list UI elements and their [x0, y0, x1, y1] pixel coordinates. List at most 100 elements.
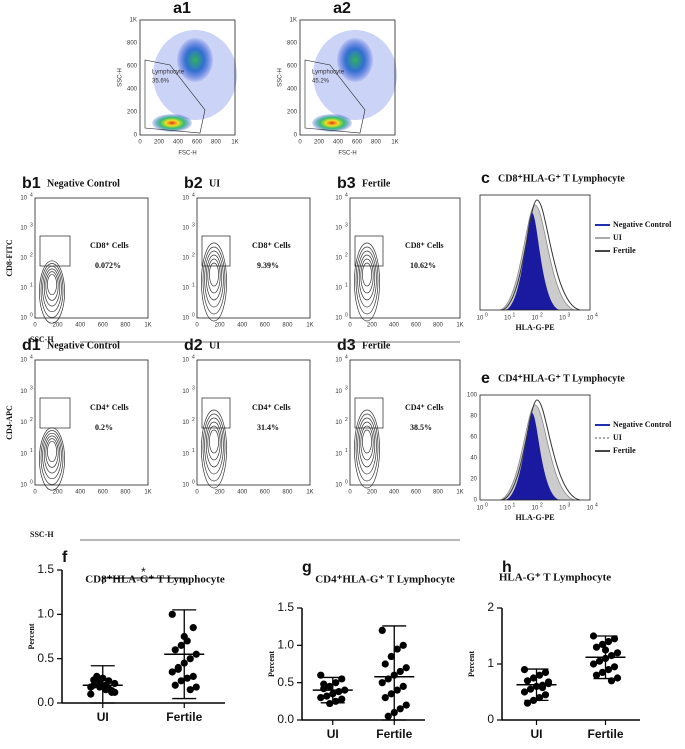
dot	[604, 638, 613, 646]
label: 800	[433, 323, 444, 329]
histogram-negative	[505, 413, 560, 500]
label: b3	[337, 175, 356, 192]
label: 35.6%	[152, 79, 170, 85]
label: 10	[20, 483, 27, 489]
dot	[323, 692, 331, 700]
dot	[105, 685, 113, 693]
gate	[201, 397, 231, 429]
label: 10	[335, 420, 342, 426]
label: 10	[587, 506, 594, 512]
label: Negative Control	[47, 178, 120, 189]
label: 400	[333, 140, 344, 146]
label: d3	[337, 337, 356, 354]
contour	[360, 258, 374, 294]
label: 0.072%	[95, 261, 121, 270]
label: 45.2%	[312, 79, 330, 85]
label: 4	[30, 354, 33, 360]
label: 200	[127, 110, 138, 116]
label: 10	[20, 316, 27, 322]
contour	[40, 263, 64, 318]
dot	[393, 686, 401, 694]
contour	[355, 413, 379, 482]
label: 10	[20, 420, 27, 426]
dot	[338, 675, 346, 683]
label: 400	[75, 323, 86, 329]
label: Fertile	[613, 446, 636, 455]
label: 0.0	[277, 712, 294, 726]
dot	[523, 699, 532, 707]
dot	[183, 674, 191, 682]
label: h	[502, 559, 512, 576]
label: 0	[485, 312, 488, 318]
label: 1	[192, 282, 195, 288]
contour	[201, 242, 227, 322]
label: f	[62, 549, 68, 566]
dot	[326, 682, 334, 691]
label: CD4⁺HLA-G⁺ T Lymphocyte	[498, 373, 625, 384]
contour	[204, 250, 224, 308]
label: 0	[294, 133, 298, 139]
contour	[207, 425, 221, 461]
label: 1K	[290, 18, 297, 24]
label: Percent	[27, 623, 36, 649]
label: CD8⁺ Cells	[405, 241, 444, 250]
label: 10	[335, 196, 342, 202]
label: a1	[173, 0, 191, 17]
label: 0.2%	[95, 423, 113, 432]
label: 1.5	[37, 562, 54, 576]
dot	[399, 682, 407, 691]
gate	[144, 59, 206, 134]
label: CD8⁺ Cells	[90, 241, 129, 250]
label: CD8⁺HLA-G⁺ T Lymphocyte	[85, 574, 225, 586]
label: 4	[30, 192, 33, 198]
label: 10	[335, 256, 342, 262]
gate	[354, 397, 384, 429]
label: 10	[20, 196, 27, 202]
label: 2	[345, 252, 348, 258]
dot	[378, 679, 386, 687]
histogram-fertile	[501, 399, 581, 501]
label: 0	[348, 323, 352, 329]
label: 10	[20, 358, 27, 364]
label: UI	[327, 727, 339, 741]
label: 10	[335, 389, 342, 395]
label: 4	[192, 354, 195, 360]
label: 10	[20, 451, 27, 457]
label: 0	[485, 502, 488, 508]
dot	[186, 686, 194, 694]
label: 1	[30, 448, 33, 454]
label: 200	[154, 140, 165, 146]
label: 31.4%	[257, 423, 279, 432]
label: CD4⁺HLA-G⁺ T Lymphocyte	[315, 574, 455, 586]
dot	[541, 668, 550, 677]
label: 400	[287, 87, 298, 93]
label: 10	[335, 316, 342, 322]
dot	[613, 649, 622, 657]
label: 4	[595, 502, 598, 508]
plot-frame	[299, 19, 396, 136]
dot	[168, 610, 176, 618]
label: 200	[215, 490, 226, 496]
label: 10	[20, 226, 27, 232]
dot	[544, 678, 553, 686]
label: 1K	[456, 490, 463, 496]
label: 600	[98, 490, 109, 496]
dot	[523, 677, 532, 685]
label: 200	[215, 323, 226, 329]
label: 4	[595, 312, 598, 318]
label: 800	[433, 490, 444, 496]
label: 3	[30, 386, 33, 392]
label: 0	[33, 490, 37, 496]
dot	[396, 667, 404, 676]
contour	[362, 429, 372, 454]
label: 1K	[130, 18, 137, 24]
label: 600	[260, 323, 271, 329]
dot	[598, 668, 607, 677]
label: 3	[192, 386, 195, 392]
label: 3	[568, 502, 571, 508]
gate	[39, 235, 71, 267]
label: 800	[282, 490, 293, 496]
contour	[362, 262, 372, 287]
label: 80	[470, 414, 477, 420]
contour	[47, 273, 57, 296]
